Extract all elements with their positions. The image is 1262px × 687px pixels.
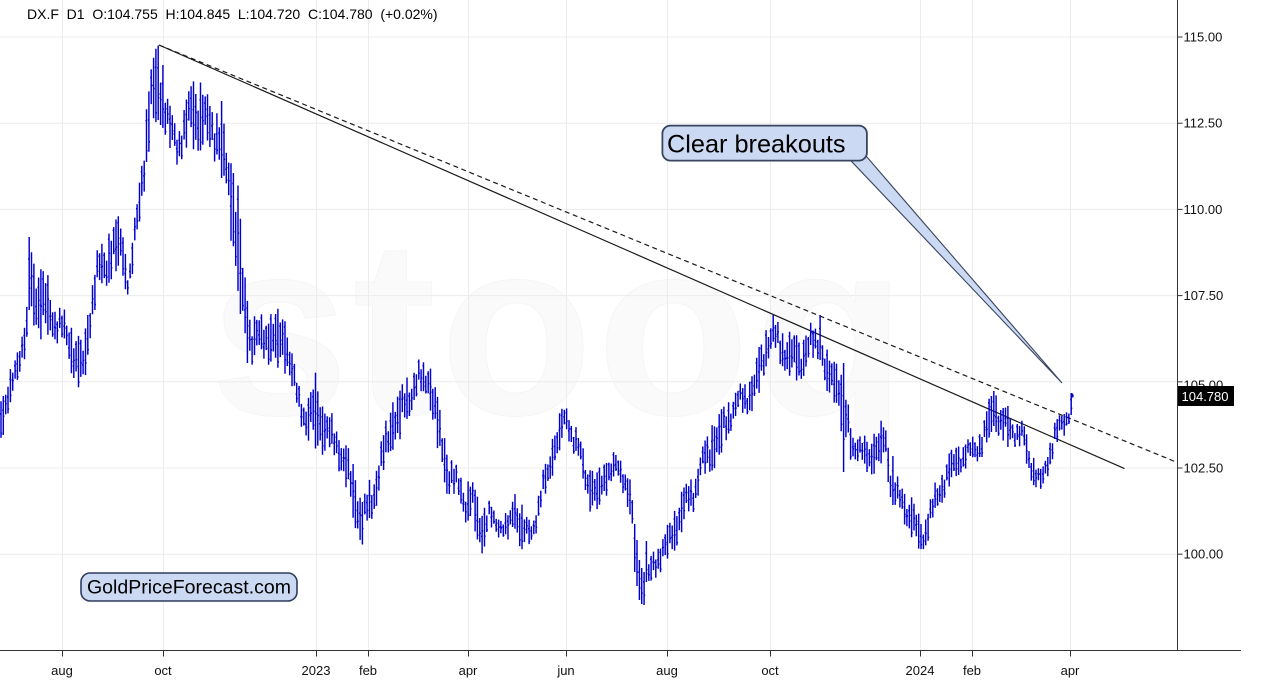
svg-text:feb: feb bbox=[963, 663, 981, 678]
svg-text:oct: oct bbox=[761, 663, 779, 678]
svg-text:115.00: 115.00 bbox=[1184, 30, 1223, 45]
svg-text:aug: aug bbox=[51, 663, 73, 678]
svg-text:2023: 2023 bbox=[302, 663, 331, 678]
svg-text:104.780: 104.780 bbox=[1182, 389, 1229, 404]
svg-text:stooq: stooq bbox=[210, 188, 910, 467]
svg-text:107.50: 107.50 bbox=[1184, 288, 1224, 303]
svg-text:DX.F D1 O:104.755 H:104.845: DX.F D1 O:104.755 H:104.845 L:104.720 C:… bbox=[27, 6, 438, 22]
svg-text:102.50: 102.50 bbox=[1184, 461, 1224, 476]
svg-text:apr: apr bbox=[459, 663, 478, 678]
svg-text:jun: jun bbox=[556, 663, 574, 678]
svg-text:110.00: 110.00 bbox=[1184, 202, 1223, 217]
svg-text:Clear breakouts: Clear breakouts bbox=[667, 131, 846, 159]
svg-text:2024: 2024 bbox=[906, 663, 935, 678]
svg-text:GoldPriceForecast.com: GoldPriceForecast.com bbox=[87, 577, 291, 599]
svg-text:apr: apr bbox=[1061, 663, 1080, 678]
svg-text:oct: oct bbox=[154, 663, 172, 678]
svg-text:aug: aug bbox=[656, 663, 678, 678]
svg-text:feb: feb bbox=[359, 663, 377, 678]
svg-text:112.50: 112.50 bbox=[1184, 116, 1223, 131]
svg-text:100.00: 100.00 bbox=[1184, 547, 1224, 562]
